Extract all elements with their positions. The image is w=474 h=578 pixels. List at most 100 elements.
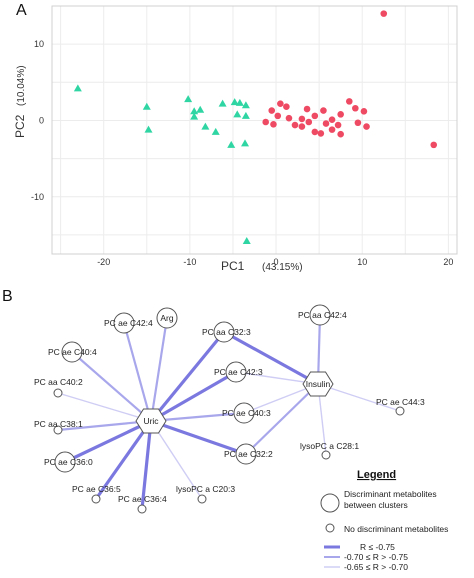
- y-axis-title: PC2: [13, 114, 27, 138]
- node-lysoC28_1: [321, 450, 331, 460]
- scatter-point-triangle: [242, 237, 251, 245]
- node-label-pcaeC42_4: PC ae C42:4: [104, 318, 153, 328]
- scatter-point-circle: [270, 120, 277, 128]
- node-label-pcaeC40_4: PC ae C40:4: [48, 347, 97, 357]
- scatter-grid: [52, 5, 457, 254]
- node-label-pcaeC36_0: PC ae C36:0: [44, 457, 93, 467]
- scatter-point-triangle: [196, 105, 205, 113]
- node-pcaeC40_3: [233, 402, 255, 424]
- hub-label-insulin: Insulin: [306, 379, 331, 389]
- panel-a-label: A: [16, 2, 27, 19]
- scatter-point-circle: [283, 103, 290, 111]
- network-edge: [140, 420, 153, 510]
- scatter-point-circle: [328, 126, 336, 133]
- scatter-point-triangle: [184, 95, 193, 103]
- network-edge: [71, 351, 152, 422]
- network-edge: [150, 419, 247, 456]
- scatter-point-circle: [430, 141, 438, 149]
- scatter-point-circle: [322, 120, 330, 127]
- scatter-point-circle: [311, 128, 319, 136]
- x-tick-label: -10: [183, 257, 196, 267]
- network-nodes: Arg PC ae C42:4 PC ae C40:4 PC aa C40:2 PC a…: [34, 304, 425, 514]
- scatter-point-circle: [277, 100, 284, 107]
- scatter-point-triangle: [227, 140, 236, 148]
- scatter-point-circle: [291, 121, 299, 129]
- scatter-point-circle: [320, 107, 327, 114]
- scatter-point-triangle: [142, 102, 151, 110]
- scatter-point-triangle: [144, 125, 153, 133]
- x-tick-label: -20: [97, 257, 110, 267]
- node-label-pcaaC42_4: PC aa C42:4: [298, 310, 347, 320]
- node-label-pcaeC36_5: PC ae C36:5: [72, 484, 121, 494]
- legend-r2-label: -0.70 ≤ R > -0.75: [344, 552, 408, 562]
- scatter-point-triangle: [201, 122, 210, 130]
- node-pcaaC32_3: [213, 321, 235, 343]
- scatter-point-triangle: [218, 99, 227, 107]
- y-tick-label: 0: [39, 115, 44, 125]
- network-edge: [245, 383, 319, 455]
- legend-r3-label: -0.65 ≤ R > -0.70: [344, 562, 408, 572]
- network-edge: [223, 330, 319, 386]
- hub-insulin: [302, 371, 334, 397]
- pca-scatter-plot: -20 -10 0 10 20 10 0 -10 PC1 (43.15%) PC2 (10.0…: [13, 5, 458, 273]
- node-pcaaC38_1: [53, 425, 63, 435]
- node-label-lysoC20_3: lysoPC a C20:3: [176, 484, 235, 494]
- scatter-point-circle: [311, 112, 319, 120]
- scatter-point-circle: [360, 108, 368, 115]
- scatter-point-circle: [337, 111, 344, 118]
- node-label-pcaaC38_1: PC aa C38:1: [34, 419, 83, 429]
- scatter-point-circle: [352, 104, 359, 112]
- scatter-point-triangle: [230, 98, 239, 106]
- network-edge: [64, 419, 152, 464]
- legend-r1-label: R ≤ -0.75: [360, 542, 395, 552]
- network-legend: Legend Discriminant metabolites between …: [320, 469, 448, 572]
- scatter-point-circle: [337, 130, 344, 138]
- scatter-point-circle: [268, 107, 276, 114]
- network-edge: [150, 420, 203, 500]
- scatter-point-circle: [298, 123, 306, 130]
- node-label-pcaeC36_4: PC ae C36:4: [118, 494, 167, 504]
- scatter-point-triangle: [233, 110, 242, 118]
- scatter-tick-labels: -20 -10 0 10 20 10 0 -10: [31, 39, 453, 267]
- network-edge: [57, 419, 152, 432]
- node-label-arg: Arg: [160, 313, 174, 323]
- node-pcaeC40_4: [61, 341, 83, 363]
- hub-uric: [135, 408, 167, 434]
- scatter-point-circle: [305, 118, 313, 126]
- node-label-pcaeC40_3: PC ae C40:3: [222, 408, 271, 418]
- legend-big-circle-line2: between clusters: [344, 500, 408, 510]
- scatter-point-triangle: [190, 107, 199, 115]
- node-label-pcaeC32_2: PC ae C32:2: [224, 449, 273, 459]
- legend-small-circle: [325, 523, 335, 533]
- correlation-network: Arg PC ae C42:4 PC ae C40:4 PC aa C40:2 PC a…: [34, 304, 448, 572]
- node-pcaeC42_4: [113, 312, 135, 334]
- scatter-point-triangle: [241, 139, 250, 147]
- scatter-point-circle: [354, 119, 362, 127]
- x-tick-label: 0: [274, 257, 279, 267]
- scatter-point-circle: [317, 130, 325, 137]
- y-tick-label: 10: [34, 39, 44, 49]
- node-arg: [156, 307, 178, 329]
- node-lysoC20_3: [197, 494, 207, 504]
- panel-b-label: B: [2, 288, 13, 305]
- x-tick-label: 20: [443, 257, 453, 267]
- network-edge: [149, 317, 169, 422]
- legend-small-circle-label: No discriminant metabolites: [344, 524, 448, 534]
- scatter-point-triangle: [190, 112, 199, 120]
- scatter-point-circle: [262, 118, 270, 126]
- scatter-point-circle: [285, 114, 293, 122]
- scatter-point-triangle: [73, 84, 82, 92]
- network-edges: [57, 314, 401, 510]
- hub-label-uric: Uric: [143, 416, 159, 426]
- x-axis-title: PC1: [221, 259, 245, 273]
- network-edge: [94, 420, 153, 500]
- node-label-pcaaC32_3: PC aa C32:3: [202, 327, 251, 337]
- node-pcaeC32_2: [235, 443, 257, 465]
- scatter-points: [73, 10, 438, 245]
- network-edge: [317, 383, 401, 412]
- legend-title: Legend: [357, 469, 396, 481]
- scatter-point-circle: [303, 105, 311, 113]
- scatter-point-triangle: [211, 127, 220, 135]
- x-axis-variance: (43.15%): [262, 262, 303, 273]
- scatter-point-triangle: [235, 98, 244, 106]
